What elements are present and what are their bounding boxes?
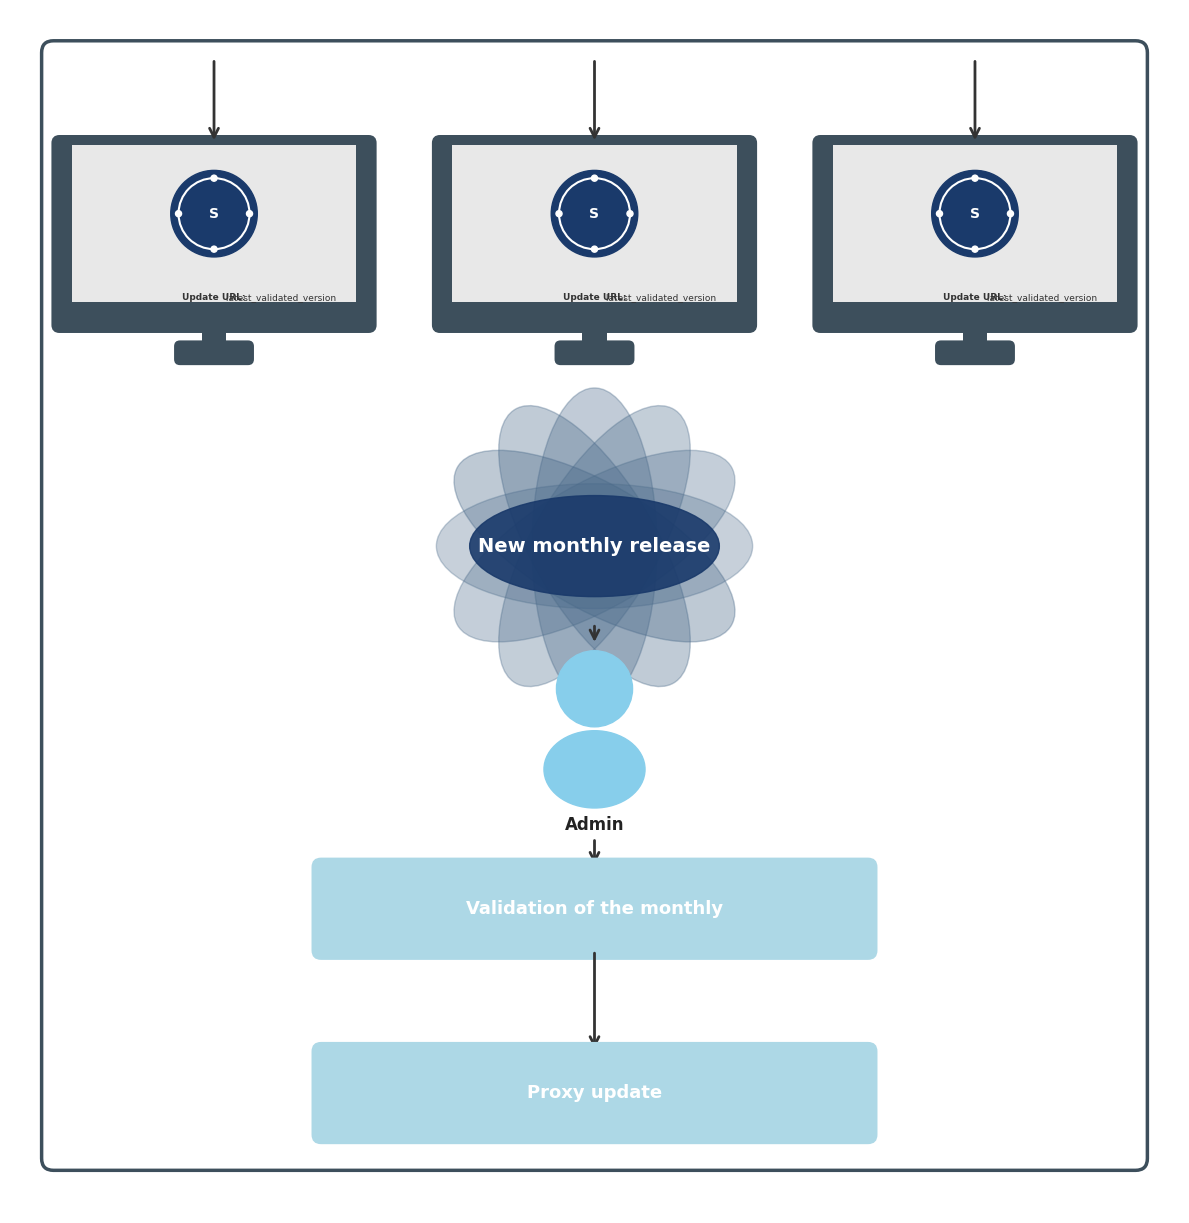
Ellipse shape	[454, 450, 735, 642]
Text: Update URL:: Update URL:	[182, 292, 246, 302]
Ellipse shape	[436, 483, 753, 609]
Text: latest_validated_version: latest_validated_version	[222, 292, 336, 302]
Circle shape	[932, 170, 1018, 257]
FancyBboxPatch shape	[71, 144, 357, 302]
Text: S: S	[590, 207, 599, 220]
Ellipse shape	[498, 406, 691, 686]
FancyBboxPatch shape	[434, 137, 755, 331]
FancyBboxPatch shape	[312, 1042, 877, 1145]
Ellipse shape	[454, 450, 735, 642]
Text: Update URL:: Update URL:	[562, 292, 627, 302]
Circle shape	[971, 175, 979, 181]
Circle shape	[210, 175, 218, 181]
Bar	[963, 325, 987, 346]
Text: New monthly release: New monthly release	[478, 537, 711, 555]
Circle shape	[937, 210, 943, 216]
Text: S: S	[970, 207, 980, 220]
Circle shape	[591, 246, 598, 252]
Circle shape	[556, 651, 633, 726]
Circle shape	[171, 170, 257, 257]
Ellipse shape	[498, 406, 691, 686]
Bar	[202, 325, 226, 346]
FancyBboxPatch shape	[935, 340, 1015, 366]
Text: Update URL:: Update URL:	[943, 292, 1007, 302]
FancyBboxPatch shape	[832, 144, 1118, 302]
Circle shape	[176, 210, 182, 216]
FancyBboxPatch shape	[554, 340, 635, 366]
Circle shape	[552, 170, 637, 257]
Circle shape	[591, 175, 598, 181]
FancyBboxPatch shape	[312, 857, 877, 960]
Circle shape	[1007, 210, 1013, 216]
Bar	[583, 325, 606, 346]
Text: latest_validated_version: latest_validated_version	[603, 292, 717, 302]
FancyBboxPatch shape	[452, 144, 737, 302]
Circle shape	[971, 246, 979, 252]
Text: Admin: Admin	[565, 816, 624, 834]
FancyBboxPatch shape	[54, 137, 375, 331]
Ellipse shape	[436, 483, 753, 609]
Text: Proxy update: Proxy update	[527, 1084, 662, 1102]
Ellipse shape	[531, 388, 656, 704]
Ellipse shape	[531, 388, 656, 704]
Text: Validation of the monthly: Validation of the monthly	[466, 900, 723, 917]
Ellipse shape	[454, 450, 735, 642]
Circle shape	[627, 210, 633, 216]
Circle shape	[210, 246, 218, 252]
FancyBboxPatch shape	[174, 340, 254, 366]
Ellipse shape	[498, 406, 691, 686]
Ellipse shape	[543, 730, 644, 808]
Ellipse shape	[498, 406, 691, 686]
FancyBboxPatch shape	[814, 137, 1135, 331]
Ellipse shape	[454, 450, 735, 642]
Ellipse shape	[470, 495, 719, 597]
Circle shape	[246, 210, 252, 216]
Circle shape	[556, 210, 562, 216]
Text: S: S	[209, 207, 219, 220]
Text: latest_validated_version: latest_validated_version	[983, 292, 1097, 302]
